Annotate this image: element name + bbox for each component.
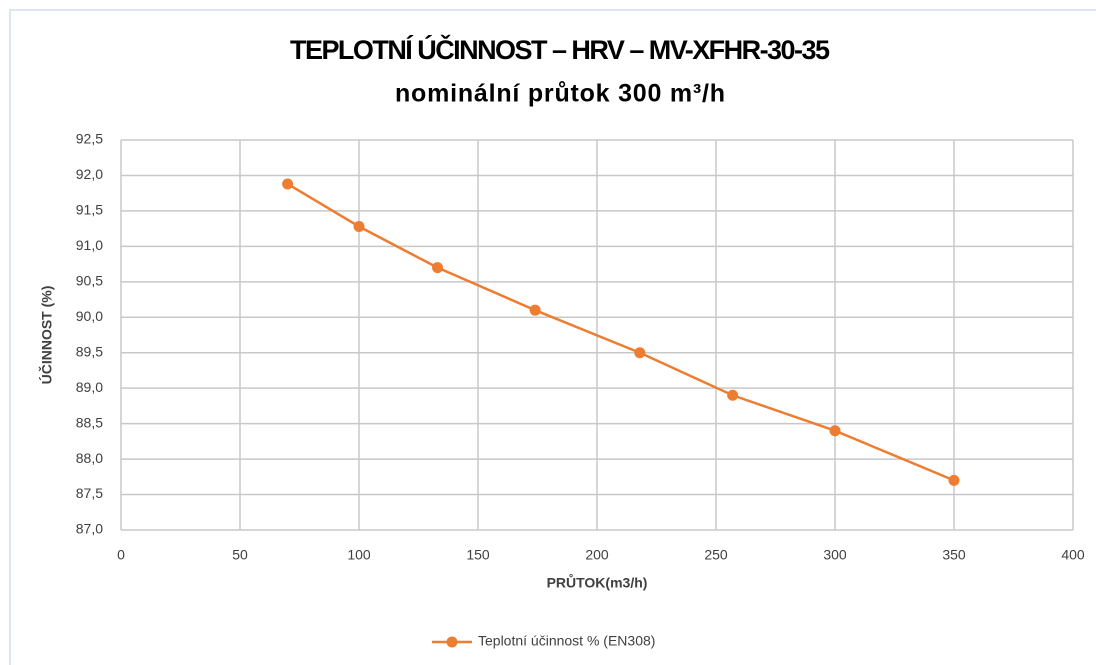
y-tick-label: 92,5 xyxy=(76,131,103,147)
x-axis-label: PRŮTOK(m3/h) xyxy=(547,573,648,591)
y-tick-label: 90,0 xyxy=(76,308,103,324)
x-tick-label: 400 xyxy=(1061,547,1085,563)
series-line xyxy=(286,182,955,482)
y-tick-label: 92,0 xyxy=(76,166,103,182)
data-point xyxy=(353,221,365,233)
data-point xyxy=(432,262,444,274)
data-point xyxy=(529,304,541,316)
y-tick-label: 90,5 xyxy=(76,273,103,289)
x-tick-label: 50 xyxy=(232,547,248,563)
y-tick-label: 87,0 xyxy=(76,521,103,537)
data-point xyxy=(282,178,294,190)
y-tick-label: 88,0 xyxy=(76,450,103,466)
y-tick-label: 87,5 xyxy=(76,485,103,501)
x-tick-label: 150 xyxy=(466,547,490,563)
y-tick-label: 91,5 xyxy=(76,202,103,218)
chart-frame xyxy=(9,9,1096,665)
data-point xyxy=(727,389,739,401)
legend-label: Teplotní účinnost % (EN308) xyxy=(478,633,655,649)
chart-subtitle: nominální průtok 300 m³/h xyxy=(395,80,725,108)
data-point xyxy=(634,347,646,359)
y-tick-label: 89,5 xyxy=(76,343,103,359)
x-tick-label: 200 xyxy=(585,547,609,563)
y-tick-label: 88,5 xyxy=(76,414,103,430)
y-axis-label: ÚČINNOST (%) xyxy=(38,286,55,385)
legend-marker xyxy=(446,636,458,648)
x-tick-label: 0 xyxy=(117,547,125,563)
y-tick-label: 89,0 xyxy=(76,379,103,395)
x-tick-label: 250 xyxy=(704,547,728,563)
x-tick-label: 100 xyxy=(347,547,371,563)
chart-title: TEPLOTNÍ ÚČINNOST – HRV – MV-XFHR-30-35 xyxy=(290,34,830,65)
data-point xyxy=(829,425,841,437)
x-tick-label: 350 xyxy=(942,547,966,563)
y-tick-label: 91,0 xyxy=(76,237,103,253)
data-point xyxy=(948,474,960,486)
x-tick-label: 300 xyxy=(823,547,847,563)
